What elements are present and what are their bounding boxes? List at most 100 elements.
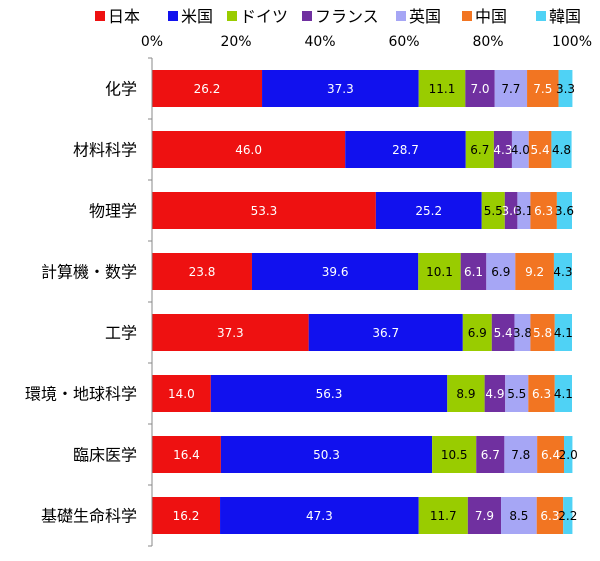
data-label-2-4: 4.3	[493, 143, 512, 157]
data-label-3-4: 3.0	[502, 204, 521, 218]
legend-swatch-1	[95, 11, 105, 21]
legend-swatch-2	[168, 11, 178, 21]
legend-label-4: フランス	[315, 7, 379, 26]
bar-3-2	[375, 192, 482, 229]
data-label-4-2: 39.6	[322, 265, 349, 279]
bar-1-7	[558, 70, 573, 107]
bar-8-7	[563, 497, 573, 534]
data-label-7-6: 6.4	[541, 448, 560, 462]
bar-5-3	[462, 314, 492, 351]
bar-1-5	[494, 70, 528, 107]
data-label-6-6: 6.3	[532, 387, 551, 401]
legend-label-3: ドイツ	[240, 7, 288, 26]
bar-6-2	[210, 375, 448, 412]
legend-swatch-5	[396, 11, 406, 21]
axes	[148, 57, 153, 547]
data-label-2-1: 46.0	[235, 143, 262, 157]
bar-8-1	[152, 497, 221, 534]
x-tick-label-4: 60%	[388, 34, 419, 50]
bar-1-6	[527, 70, 559, 107]
legend-label-2: 米国	[181, 7, 213, 26]
x-axis-ticks: 0% 20% 40% 60% 80% 100%	[141, 34, 592, 50]
bar-4-5	[486, 253, 516, 290]
category-label-7: 臨床医学	[73, 446, 137, 465]
bar-6-1	[152, 375, 211, 412]
data-label-3-1: 53.3	[251, 204, 278, 218]
data-label-7-2: 50.3	[313, 448, 340, 462]
data-label-5-7: 4.1	[554, 326, 573, 340]
bar-6-5	[505, 375, 529, 412]
data-label-3-7: 3.6	[555, 204, 574, 218]
data-label-8-2: 47.3	[306, 509, 333, 523]
bar-7-6	[537, 436, 565, 473]
bar-3-1	[152, 192, 376, 229]
category-label-3: 物理学	[89, 202, 137, 221]
legend-swatch-7	[536, 11, 546, 21]
data-label-5-2: 36.7	[372, 326, 399, 340]
bar-3-6	[530, 192, 557, 229]
bar-4-2	[251, 253, 419, 290]
data-label-2-7: 4.8	[552, 143, 571, 157]
bar-2-1	[152, 131, 346, 168]
data-label-5-5: 3.8	[513, 326, 532, 340]
data-label-6-5: 5.5	[507, 387, 526, 401]
data-label-4-1: 23.8	[189, 265, 216, 279]
data-label-7-1: 16.4	[173, 448, 200, 462]
legend: 日本 米国 ドイツ フランス 英国 中国 韓国	[95, 7, 581, 26]
data-label-3-2: 25.2	[415, 204, 442, 218]
data-label-8-1: 16.2	[173, 509, 200, 523]
bar-3-4	[504, 192, 518, 229]
data-label-5-6: 5.8	[533, 326, 552, 340]
data-label-8-3: 11.7	[430, 509, 457, 523]
category-label-1: 化学	[105, 80, 137, 99]
legend-label-7: 韓国	[549, 7, 581, 26]
bar-5-7	[554, 314, 572, 351]
bar-1-3	[418, 70, 466, 107]
bar-5-4	[491, 314, 515, 351]
data-label-5-3: 6.9	[468, 326, 487, 340]
data-label-7-7: 2.0	[559, 448, 578, 462]
data-label-1-7: 3.3	[556, 82, 575, 96]
legend-label-5: 英国	[409, 7, 441, 26]
bar-7-2	[220, 436, 433, 473]
bar-7-4	[476, 436, 505, 473]
data-label-1-6: 7.5	[533, 82, 552, 96]
bar-2-6	[528, 131, 552, 168]
data-label-3-6: 6.3	[534, 204, 553, 218]
bar-4-7	[553, 253, 572, 290]
data-label-2-5: 4.0	[511, 143, 530, 157]
bar-7-5	[504, 436, 538, 473]
x-tick-label-2: 20%	[220, 34, 251, 50]
bar-6-4	[484, 375, 506, 412]
x-tick-label-1: 0%	[141, 34, 163, 50]
bar-2-3	[465, 131, 494, 168]
category-label-2: 材料科学	[73, 141, 137, 160]
data-label-3-5: 3.1	[514, 204, 533, 218]
bar-3-7	[556, 192, 572, 229]
legend-label-1: 日本	[108, 7, 140, 26]
data-label-4-5: 6.9	[491, 265, 510, 279]
bar-8-5	[501, 497, 537, 534]
x-tick-label-3: 40%	[304, 34, 335, 50]
data-label-6-7: 4.1	[554, 387, 573, 401]
bar-5-2	[308, 314, 463, 351]
legend-swatch-4	[302, 11, 312, 21]
bar-2-2	[345, 131, 466, 168]
data-label-8-7: 2.2	[558, 509, 577, 523]
data-label-6-2: 56.3	[316, 387, 343, 401]
data-label-6-4: 4.9	[485, 387, 504, 401]
data-label-1-1: 26.2	[194, 82, 221, 96]
bar-7-7	[564, 436, 573, 473]
category-label-4: 計算機・数学	[41, 263, 137, 282]
bar-4-6	[515, 253, 554, 290]
x-tick-label-6: 100%	[552, 34, 592, 50]
category-label-6: 環境・地球科学	[25, 385, 137, 404]
bar-4-1	[152, 253, 252, 290]
data-label-7-4: 6.7	[481, 448, 500, 462]
bar-4-3	[418, 253, 461, 290]
data-label-1-2: 37.3	[327, 82, 354, 96]
bar-5-6	[530, 314, 555, 351]
bar-5-5	[514, 314, 531, 351]
